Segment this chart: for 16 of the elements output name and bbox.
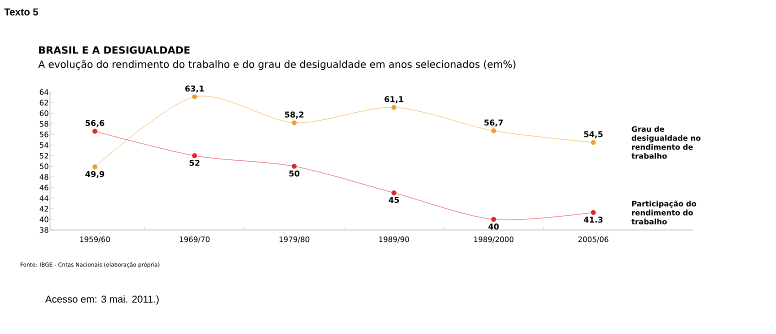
text: Texto 5 xyxy=(4,8,38,16)
point xyxy=(590,140,596,145)
point xyxy=(92,164,98,170)
point xyxy=(92,128,98,134)
point xyxy=(292,120,297,126)
point xyxy=(391,190,396,196)
point xyxy=(590,210,596,215)
text: Acesso em: 3 mai. 2011.) xyxy=(45,295,159,305)
point xyxy=(491,128,496,134)
point xyxy=(192,153,198,158)
point xyxy=(192,94,198,100)
chart-title: BRASIL E A DESIGUALDADE xyxy=(39,46,190,54)
point xyxy=(292,164,297,169)
point xyxy=(491,216,496,222)
point xyxy=(391,104,396,110)
chart-subtitle: A evolução do rendimento do trabalho e do grau de desigualdade em anos selecionados (em%) xyxy=(38,60,516,70)
